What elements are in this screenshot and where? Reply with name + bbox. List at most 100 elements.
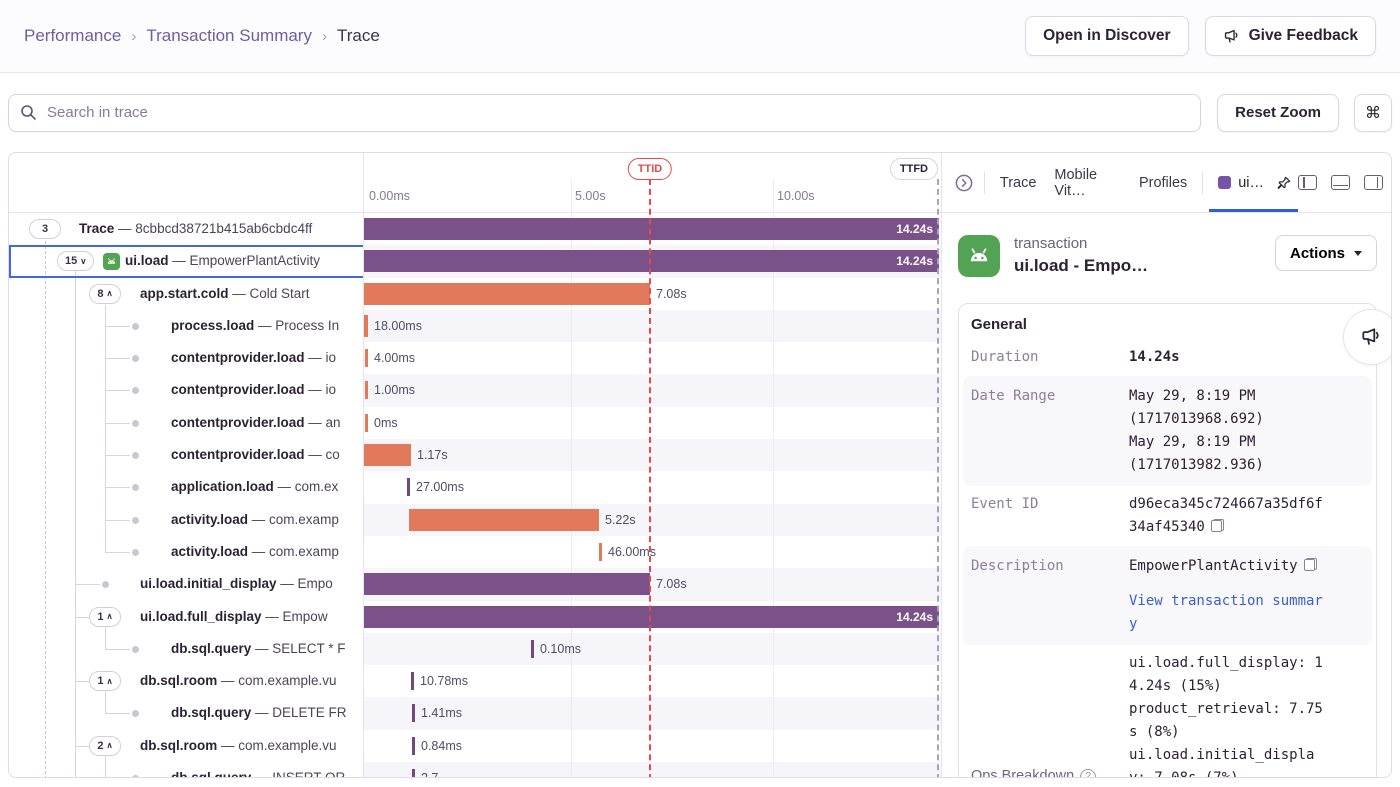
trace-row[interactable]: 8∧app.start.cold — Cold Start7.08s	[9, 278, 941, 310]
span-duration-bar[interactable]: 14.24s	[364, 218, 939, 240]
trace-waterfall: 0.00ms 5.00s 10.00s TTID TTFD 3Trace — 8…	[8, 152, 1392, 778]
span-duration-bar[interactable]: 14.24s	[364, 606, 939, 628]
feedback-floating-button[interactable]	[1343, 309, 1392, 365]
trace-row[interactable]: 1∧db.sql.room — com.example.vu10.78ms	[9, 665, 941, 697]
collapse-drawer-icon[interactable]	[954, 173, 974, 193]
span-tick[interactable]	[365, 414, 368, 432]
span-duration-bar[interactable]: 14.24s	[364, 250, 939, 272]
row-value: ui.load.full_display: 14.24s (15%)produc…	[1129, 652, 1327, 778]
dock-right-icon[interactable]	[1364, 175, 1383, 190]
span-tick[interactable]	[412, 769, 415, 778]
command-shortcut-button[interactable]: ⌘	[1354, 94, 1392, 132]
pin-tab-icon[interactable]	[1270, 153, 1298, 212]
span-timeline-cell[interactable]: 1.00ms	[364, 374, 941, 406]
span-timeline-cell[interactable]: 1.17s	[364, 439, 941, 471]
dock-left-icon[interactable]	[1298, 175, 1317, 190]
trace-view-page: Performance › Transaction Summary › Trac…	[0, 0, 1400, 787]
chevron-right-icon: ›	[322, 28, 327, 45]
row-label: Duration	[971, 346, 1129, 369]
tab-trace[interactable]: Trace	[991, 175, 1046, 191]
duration-label: 14.24s	[896, 218, 933, 240]
tab-ui-load-active[interactable]: ui…	[1209, 153, 1270, 212]
trace-row[interactable]: db.sql.query — INSERT OR2.7	[9, 762, 941, 778]
trace-row[interactable]: 3Trace — 8cbbcd38721b415ab6cbdc4ff14.24s	[9, 213, 941, 245]
span-count-pill[interactable]: 8∧	[89, 284, 121, 304]
span-timeline-cell[interactable]: 0.10ms	[364, 633, 941, 665]
span-tick[interactable]	[411, 672, 414, 690]
trace-row[interactable]: ui.load.initial_display — Empo7.08s	[9, 568, 941, 600]
breadcrumb-performance[interactable]: Performance	[24, 26, 121, 46]
span-timeline-cell[interactable]: 7.08s	[364, 278, 941, 310]
span-timeline-cell[interactable]: 18.00ms	[364, 310, 941, 342]
help-icon[interactable]: ?	[1080, 769, 1096, 779]
trace-row[interactable]: contentprovider.load — io1.00ms	[9, 374, 941, 406]
trace-row[interactable]: contentprovider.load — io4.00ms	[9, 342, 941, 374]
span-tree-cell: contentprovider.load — an	[9, 407, 364, 439]
span-timeline-cell[interactable]: 46.00ms	[364, 536, 941, 568]
trace-row[interactable]: contentprovider.load — an 0ms	[9, 407, 941, 439]
span-count-pill[interactable]: 2∧	[89, 736, 121, 756]
span-tree-cell: application.load — com.ex	[9, 471, 364, 503]
span-tick[interactable]	[412, 704, 415, 722]
duration-label: 0ms	[374, 407, 398, 439]
span-count-pill[interactable]: 15∨	[57, 251, 94, 271]
trace-row[interactable]: process.load — Process In18.00ms	[9, 310, 941, 342]
span-timeline-cell[interactable]: 1.41ms	[364, 697, 941, 729]
trace-row[interactable]: activity.load — com.examp46.00ms	[9, 536, 941, 568]
tab-profiles[interactable]: Profiles	[1130, 175, 1196, 191]
trace-row[interactable]: activity.load — com.examp5.22s	[9, 504, 941, 536]
trace-row[interactable]: contentprovider.load — co1.17s	[9, 439, 941, 471]
span-timeline-cell[interactable]: 10.78ms	[364, 665, 941, 697]
timeline-header[interactable]: 0.00ms 5.00s 10.00s TTID TTFD	[364, 153, 941, 213]
copy-icon[interactable]	[1211, 519, 1224, 532]
span-timeline-cell[interactable]: 14.24s	[364, 601, 941, 633]
actions-button[interactable]: Actions	[1275, 235, 1377, 271]
span-timeline-cell[interactable]: 2.7	[364, 762, 941, 778]
span-timeline-cell[interactable]: 0ms	[364, 407, 941, 439]
open-in-discover-button[interactable]: Open in Discover	[1025, 16, 1188, 56]
copy-icon[interactable]	[1304, 558, 1317, 571]
trace-row[interactable]: 2∧db.sql.room — com.example.vu0.84ms	[9, 730, 941, 762]
span-timeline-cell[interactable]: 14.24s	[364, 245, 941, 277]
span-duration-bar[interactable]	[364, 315, 368, 337]
dock-bottom-icon[interactable]	[1331, 175, 1350, 190]
breadcrumb-transaction-summary[interactable]: Transaction Summary	[146, 26, 312, 46]
view-transaction-summary-link[interactable]: View transaction summary	[1129, 590, 1327, 636]
breadcrumb: Performance › Transaction Summary › Trac…	[24, 26, 380, 46]
span-tick[interactable]	[599, 543, 602, 561]
leaf-dot-icon	[132, 387, 139, 394]
reset-zoom-button[interactable]: Reset Zoom	[1217, 94, 1339, 132]
span-tick[interactable]	[365, 349, 368, 367]
trace-row[interactable]: 1∧ui.load.full_display — Empow14.24s	[9, 601, 941, 633]
span-timeline-cell[interactable]: 5.22s	[364, 504, 941, 536]
span-tick[interactable]	[365, 381, 368, 399]
give-feedback-button[interactable]: Give Feedback	[1205, 16, 1376, 56]
trace-row[interactable]: application.load — com.ex27.00ms	[9, 471, 941, 503]
span-tick[interactable]	[412, 737, 415, 755]
trace-row[interactable]: db.sql.query — SELECT * F0.10ms	[9, 633, 941, 665]
span-timeline-cell[interactable]: 0.84ms	[364, 730, 941, 762]
span-duration-bar[interactable]	[409, 509, 599, 531]
span-count-pill[interactable]: 3	[29, 219, 61, 239]
span-count-pill[interactable]: 1∧	[89, 671, 121, 691]
span-tick[interactable]	[407, 478, 410, 496]
span-duration-bar[interactable]	[364, 283, 650, 305]
tab-mobile-vitals[interactable]: Mobile Vit…	[1045, 167, 1130, 199]
span-timeline-cell[interactable]: 14.24s	[364, 213, 941, 245]
span-count-pill[interactable]: 1∧	[89, 607, 121, 627]
span-duration-bar[interactable]	[364, 573, 650, 595]
span-tree-cell: db.sql.query — DELETE FR	[9, 697, 364, 729]
ttid-badge[interactable]: TTID	[628, 158, 672, 180]
tree-header	[9, 153, 364, 213]
span-tree-cell: db.sql.query — SELECT * F	[9, 633, 364, 665]
span-duration-bar[interactable]	[364, 444, 411, 466]
trace-row[interactable]: 15∨ui.load — EmpowerPlantActivity14.24s	[9, 245, 941, 277]
span-tree-cell: activity.load — com.examp	[9, 536, 364, 568]
span-timeline-cell[interactable]: 27.00ms	[364, 471, 941, 503]
ttfd-badge[interactable]: TTFD	[890, 158, 938, 180]
trace-row[interactable]: db.sql.query — DELETE FR1.41ms	[9, 697, 941, 729]
search-input[interactable]	[8, 94, 1201, 132]
span-timeline-cell[interactable]: 4.00ms	[364, 342, 941, 374]
span-timeline-cell[interactable]: 7.08s	[364, 568, 941, 600]
span-tick[interactable]	[531, 640, 534, 658]
